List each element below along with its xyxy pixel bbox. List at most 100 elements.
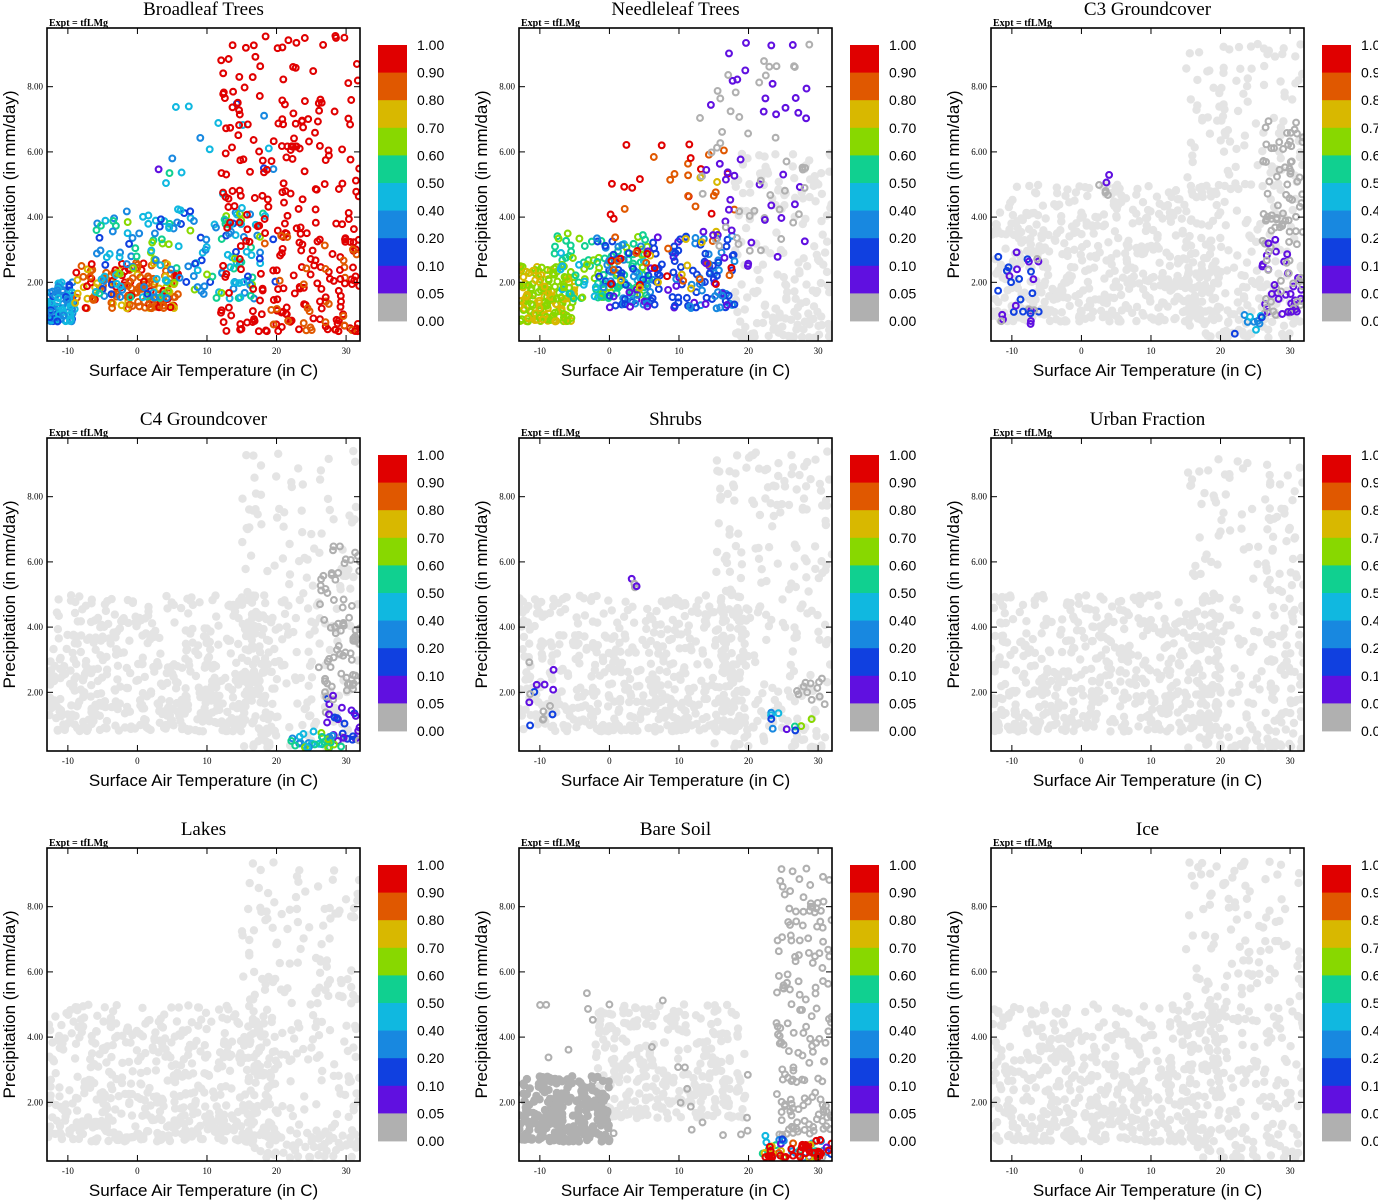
data-point (1255, 685, 1264, 694)
data-point (685, 687, 694, 696)
data-point (1076, 250, 1086, 260)
data-point (1138, 198, 1148, 207)
data-point (294, 464, 303, 473)
data-point (574, 630, 583, 640)
data-point (1291, 52, 1300, 61)
data-point (664, 285, 673, 294)
data-point (1141, 276, 1151, 285)
data-point (1155, 674, 1164, 684)
data-point (181, 684, 190, 693)
data-point (162, 277, 171, 285)
data-point (275, 276, 284, 285)
colorbar-band (1322, 155, 1351, 184)
data-point (735, 674, 744, 683)
data-point (763, 169, 773, 178)
data-point (615, 638, 624, 647)
data-point (656, 629, 666, 639)
data-point (1280, 88, 1289, 97)
data-point (1291, 227, 1300, 236)
data-point (1112, 249, 1121, 258)
data-point (1078, 712, 1088, 721)
data-point (138, 659, 147, 669)
data-point (317, 284, 326, 293)
colorbar-tick-label: 0.70 (889, 530, 916, 546)
data-point (1225, 137, 1235, 146)
data-point (336, 581, 345, 591)
data-point (580, 242, 589, 250)
data-point (1125, 641, 1134, 650)
data-point (217, 169, 226, 178)
data-point (212, 293, 221, 302)
data-point (255, 221, 264, 230)
data-point (1223, 166, 1233, 176)
data-point (1274, 179, 1283, 188)
data-point (1122, 265, 1131, 275)
data-point (761, 494, 770, 503)
data-point (1275, 165, 1284, 174)
data-point (1247, 247, 1256, 256)
colorbar-tick-label: 0.80 (417, 502, 444, 518)
data-point (339, 620, 347, 628)
x-tick-label: 30 (814, 756, 824, 766)
y-tick-label: 8.00 (499, 492, 515, 502)
data-point (1006, 198, 1015, 207)
y-tick-label: 4.00 (971, 212, 987, 222)
data-point (243, 656, 252, 666)
data-point (122, 663, 131, 673)
data-point (1232, 144, 1241, 154)
data-point (787, 470, 796, 479)
data-point (816, 486, 826, 495)
data-point (715, 683, 724, 692)
data-point (1233, 298, 1243, 307)
data-point (519, 711, 527, 720)
data-point (670, 626, 679, 635)
data-point (761, 71, 770, 80)
data-point (305, 630, 314, 639)
data-point (701, 617, 710, 626)
data-point (1279, 603, 1289, 613)
data-point (1146, 691, 1156, 701)
data-point (1006, 593, 1015, 602)
data-point (111, 721, 120, 730)
x-tick-label: 10 (1146, 346, 1156, 356)
data-point (723, 235, 732, 244)
data-point (588, 683, 598, 692)
data-point (86, 617, 96, 627)
data-point (665, 599, 675, 608)
data-point (728, 76, 737, 85)
data-point (686, 154, 695, 163)
data-point (55, 707, 64, 716)
data-point (613, 618, 622, 627)
data-point (235, 110, 244, 119)
data-point (154, 700, 164, 710)
data-point (338, 545, 347, 554)
data-point (219, 69, 228, 78)
data-point (273, 226, 282, 235)
y-tick-label: 2.00 (499, 687, 515, 697)
data-point (558, 262, 567, 271)
data-point (1090, 251, 1100, 261)
data-point (272, 472, 281, 481)
data-point (741, 661, 751, 670)
data-point (727, 718, 737, 728)
data-point (73, 276, 82, 284)
data-point (1099, 632, 1109, 641)
data-point (1101, 645, 1111, 654)
data-point (810, 542, 820, 551)
data-point (654, 285, 663, 294)
data-point (740, 305, 749, 314)
data-point (354, 630, 360, 639)
colorbar-band (378, 703, 407, 732)
data-point (826, 203, 832, 212)
data-point (95, 289, 104, 298)
data-point (268, 699, 277, 709)
data-point (279, 522, 288, 531)
data-point (620, 679, 629, 688)
data-point (200, 663, 209, 672)
data-point (731, 469, 740, 478)
data-point (781, 103, 790, 112)
data-point (79, 717, 88, 726)
data-point (1149, 272, 1158, 282)
data-point (1051, 691, 1060, 700)
data-point (316, 297, 324, 306)
